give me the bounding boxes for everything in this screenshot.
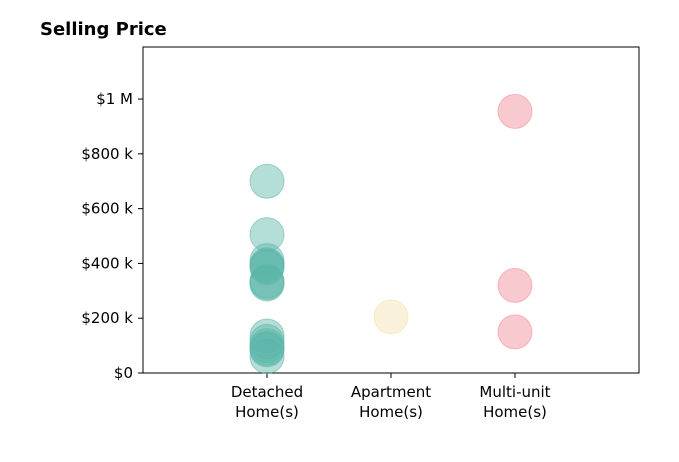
y-axis: $0 $200 k $400 k $600 k $800 k $1 M [81, 90, 143, 382]
data-point [249, 250, 285, 286]
chart-title: Selling Price [40, 19, 167, 40]
y-tick-label: $200 k [81, 309, 133, 327]
y-tick-label: $0 [114, 364, 133, 382]
y-tick-label: $600 k [81, 200, 133, 218]
data-point [373, 299, 409, 335]
data-point [249, 266, 285, 302]
x-tick-label-line: Home(s) [483, 403, 547, 421]
data-point [249, 217, 285, 253]
x-tick-label-line: Multi-unit [479, 383, 550, 401]
x-tick-label: Detached Home(s) [231, 383, 303, 421]
x-tick-label-line: Detached [231, 383, 303, 401]
data-point [249, 163, 285, 199]
y-tick-label: $800 k [81, 145, 133, 163]
data-points [249, 93, 533, 375]
data-point [497, 314, 533, 350]
data-point [497, 267, 533, 303]
x-tick-label-line: Apartment [351, 383, 431, 401]
x-tick-label-line: Home(s) [359, 403, 423, 421]
x-tick-label: Multi-unit Home(s) [479, 383, 550, 421]
x-tick-label: Apartment Home(s) [351, 383, 431, 421]
data-point [249, 318, 285, 354]
x-axis: Detached Home(s)Apartment Home(s)Multi-uni… [231, 373, 551, 421]
y-tick-label: $1 M [96, 90, 133, 108]
x-tick-label-line: Home(s) [235, 403, 299, 421]
data-point [249, 339, 285, 375]
data-point [497, 93, 533, 129]
y-tick-label: $400 k [81, 254, 133, 272]
data-point [249, 332, 285, 368]
